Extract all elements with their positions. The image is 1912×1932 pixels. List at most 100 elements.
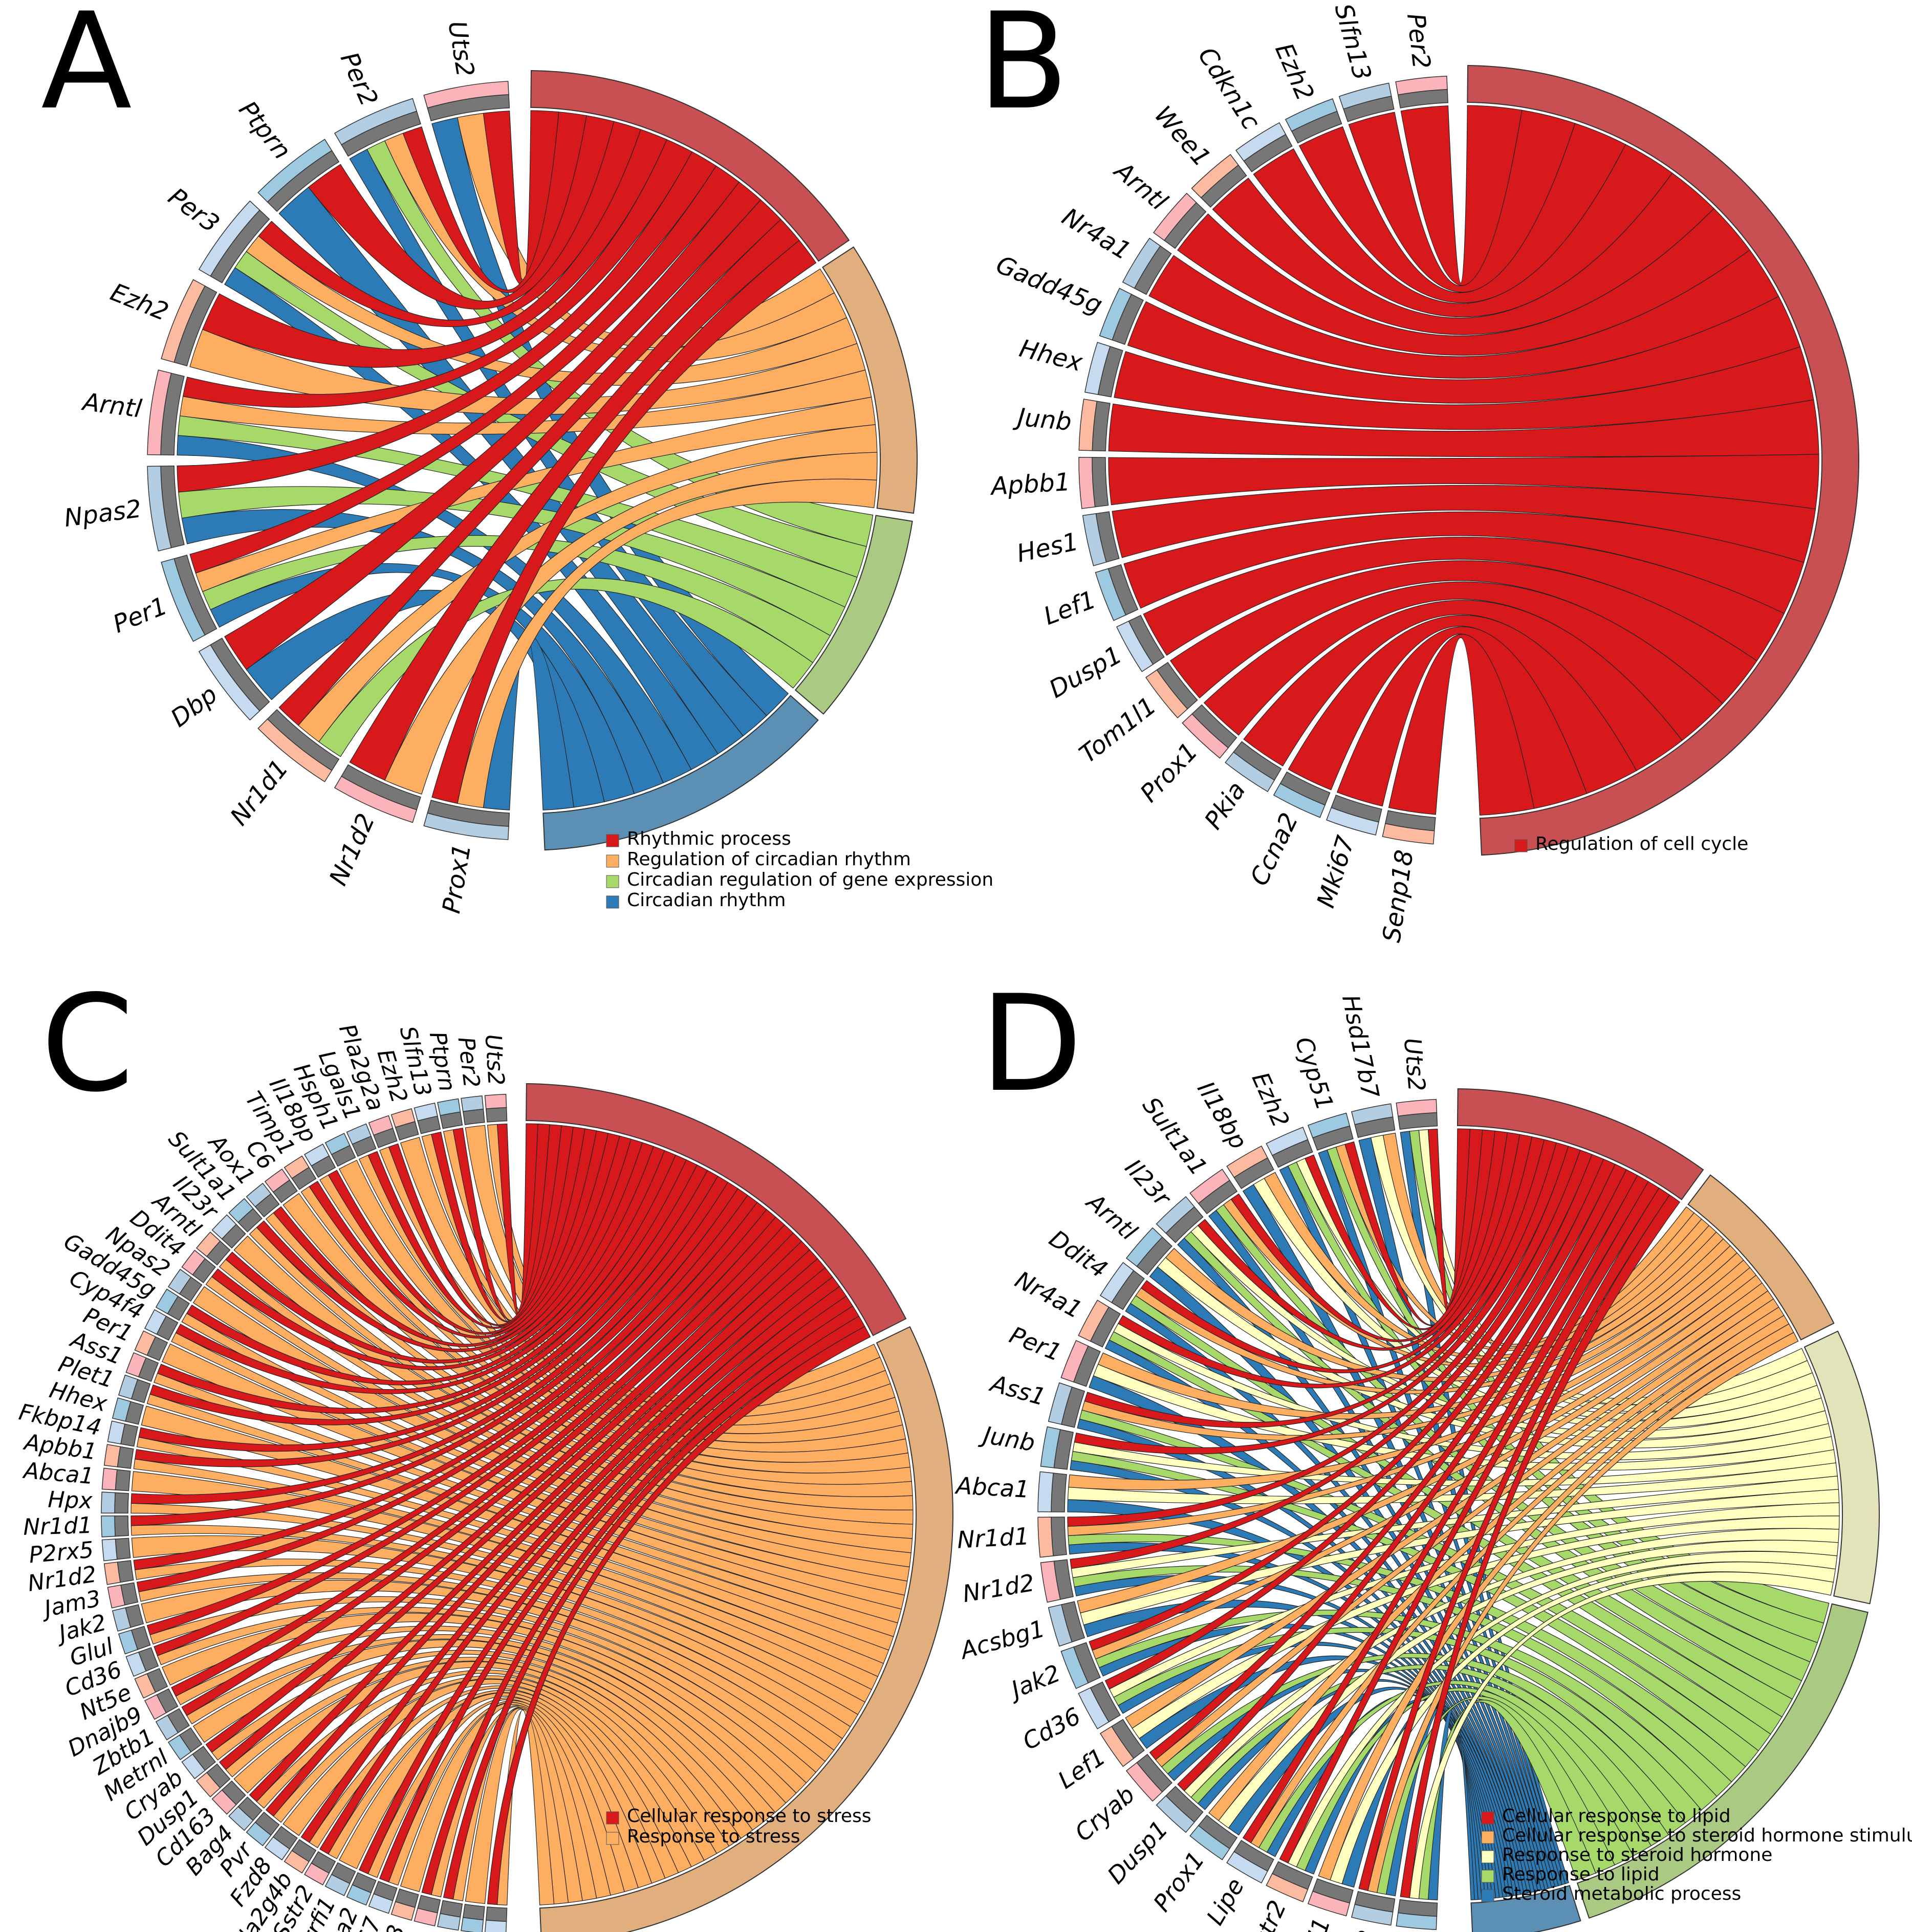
gene-fc-band-cd163 — [211, 1789, 237, 1815]
gene-band-hpx — [114, 1492, 129, 1514]
gene-fc-band-nr1d1 — [1037, 1517, 1054, 1558]
panel-letter: B — [977, 0, 1069, 139]
chord-ass1-steroid-metabolic-process — [1077, 1418, 1531, 1894]
panel-b: B Per2 Slfn13Ezh2Cdkn1cWee1ArntlNr4a1Gadd4… — [977, 0, 1860, 945]
term-arc-cellular-response-to-steroid-hormone-stimulus — [1687, 1174, 1835, 1341]
gene-fc-band-cd36 — [1078, 1687, 1110, 1729]
chord-dusp1-response-to-steroid-hormone — [1184, 1528, 1840, 1798]
legend-swatch-cellular-response-to-lipid — [1481, 1811, 1494, 1825]
gene-fc-band-il23r — [211, 1214, 237, 1240]
gene-fc-band-abca1 — [1037, 1471, 1054, 1512]
gene-band-isy1 — [485, 1906, 508, 1922]
gene-label: Prox1 — [437, 842, 476, 915]
gene-fc-band-sult1a1 — [228, 1198, 254, 1223]
gene-fc-band-ass1 — [125, 1352, 147, 1377]
chord-ccna2-cellular-response-to-steroid-hormone-stimulus — [1367, 1332, 1799, 1893]
chord-prox1-response-to-steroid-hormone — [1218, 1540, 1839, 1829]
chord-sstr2-response-to-steroid-hormone — [1287, 1551, 1838, 1868]
chord-pla2g4b-cellular-response-to-stress — [300, 1267, 833, 1843]
gene-fc-band-plet1 — [118, 1374, 138, 1399]
term-arc-regulation-of-circadian-rhythm — [822, 246, 918, 514]
gene-fc-band-slfn13 — [414, 1102, 438, 1122]
gene-fc-band-ptprn — [257, 139, 333, 203]
chord-nr1d2-cellular-response-to-lipid — [1070, 1150, 1593, 1569]
gene-fc-band-bag4 — [228, 1806, 254, 1831]
gene-label: Ddit4 — [1045, 1224, 1113, 1283]
gene-fc-band-ccna2 — [346, 1884, 372, 1906]
chord-glul-response-to-stress — [149, 1596, 817, 1784]
gene-label: Abca1 — [954, 1472, 1030, 1503]
panel-letter: D — [980, 967, 1082, 1122]
gene-band-nr1d1 — [1051, 1517, 1067, 1556]
gene-fc-band-ezh2 — [1266, 1127, 1309, 1156]
legend-label-rhythmic-process: Rhythmic process — [627, 828, 791, 849]
chord-cd36-cellular-response-to-stress — [154, 1209, 776, 1656]
gene-label: Per1 — [109, 591, 171, 639]
chord-ass1-response-to-stress — [154, 1373, 898, 1637]
gene-label: Lef1 — [1053, 1743, 1110, 1794]
chord-hpx-response-to-stress — [131, 1503, 866, 1715]
gene-label: Sstr2 — [1242, 1896, 1292, 1932]
term-arc-regulation-of-cell-cycle — [1467, 65, 1860, 856]
chord-jam3-cellular-response-to-stress — [136, 1195, 758, 1592]
chord-ccna2-cellular-response-to-lipid — [1358, 1188, 1670, 1891]
gene-label: Nr1d1 — [23, 1512, 93, 1541]
gene-fc-band-nr1d1 — [257, 718, 333, 782]
legend-label-cellular-response-to-lipid: Cellular response to lipid — [1502, 1806, 1731, 1827]
chord-prox1-regulation-of-circadian-rhythm — [457, 478, 877, 808]
gene-fc-band-hsph1 — [324, 1133, 351, 1155]
gene-fc-band-lgals1 — [346, 1123, 372, 1145]
gene-label: Ass1 — [986, 1369, 1049, 1411]
gene-label: Jak2 — [1004, 1659, 1064, 1705]
gene-fc-band-cryab — [1125, 1762, 1163, 1802]
gene-fc-band-uts2 — [1396, 1099, 1438, 1117]
legend-label-regulation-of-circadian-rhythm: Regulation of circadian rhythm — [627, 849, 911, 870]
chord-p2rx5-response-to-stress — [131, 1535, 851, 1739]
chord-cd36-response-to-lipid — [1113, 1627, 1702, 1824]
chord-pvr-cellular-response-to-stress — [265, 1258, 826, 1817]
gene-fc-band-junb — [1078, 399, 1098, 451]
gene-fc-band-abca1 — [101, 1467, 118, 1490]
gene-label: Il18bp — [1192, 1077, 1253, 1154]
gene-fc-band-nr1d2 — [1040, 1561, 1061, 1603]
gene-fc-band-jak2 — [112, 1607, 132, 1632]
chord-defb41-cellular-response-to-stress — [421, 1305, 860, 1895]
chord-sqle-cellular-response-to-lipid — [1400, 1194, 1681, 1898]
gene-label: Wee1 — [1148, 101, 1216, 172]
gene-fc-band-mki67 — [1326, 807, 1379, 836]
gene-fc-band-uts2 — [423, 81, 509, 108]
gene-band-abca1 — [115, 1469, 131, 1491]
gene-fc-band-apbb1 — [1078, 456, 1096, 509]
chord-cd36-response-to-steroid-hormone — [1109, 1502, 1840, 1698]
chord-ezh2-rhythmic-process — [202, 129, 667, 368]
chord-per2-circadian-rhythm — [349, 148, 767, 737]
gene-label: Cyp51 — [1290, 1034, 1339, 1114]
chord-ccna2-cellular-response-to-stress — [358, 1286, 847, 1875]
chord-gngt1-cellular-response-to-stress — [443, 1315, 865, 1900]
gene-label: Uts2 — [442, 19, 480, 79]
chord-acsbg1-cellular-response-to-steroid-hormone-stimulus — [1077, 1275, 1763, 1614]
gene-label: Uts2 — [480, 1034, 509, 1086]
chord-nr4a1-cellular-response-to-lipid — [1118, 1136, 1545, 1389]
gene-band-uts2 — [485, 1107, 508, 1123]
gene-label: Lef1 — [1040, 585, 1100, 631]
gene-fc-band-apbb1 — [103, 1444, 121, 1467]
chord-nr1d2-regulation-of-circadian-rhythm — [384, 452, 878, 795]
gene-fc-band-ezh2 — [1285, 98, 1338, 132]
gene-label: Uts2 — [1399, 1037, 1431, 1092]
gene-label: Nr1d2 — [961, 1569, 1036, 1608]
gene-fc-band-npas2 — [147, 466, 172, 552]
gene-label: Pkia — [1199, 776, 1251, 835]
gene-fc-band-zbtb1 — [155, 1715, 179, 1741]
chord-lef1-response-to-steroid-hormone — [1132, 1516, 1840, 1739]
gene-band-abca1 — [1051, 1473, 1067, 1512]
gene-fc-band-ddit4 — [1099, 1262, 1135, 1303]
gene-label: Ccna2 — [1245, 808, 1304, 890]
gene-label: Arntl — [1080, 1187, 1142, 1246]
term-arc-steroid-metabolic-process — [1470, 1885, 1581, 1932]
panel-c: C Uts2Per2PtprnSlfn13Ezh2Pla2g2aLgals1Hsp… — [17, 967, 953, 1932]
chord-cryab-cellular-response-to-steroid-hormone-stimulus — [1155, 1298, 1779, 1768]
gene-fc-band-il18bp — [1226, 1145, 1268, 1178]
gene-fc-band-arntl — [1125, 1227, 1163, 1267]
gene-fc-band-pla2g2a — [368, 1115, 394, 1136]
